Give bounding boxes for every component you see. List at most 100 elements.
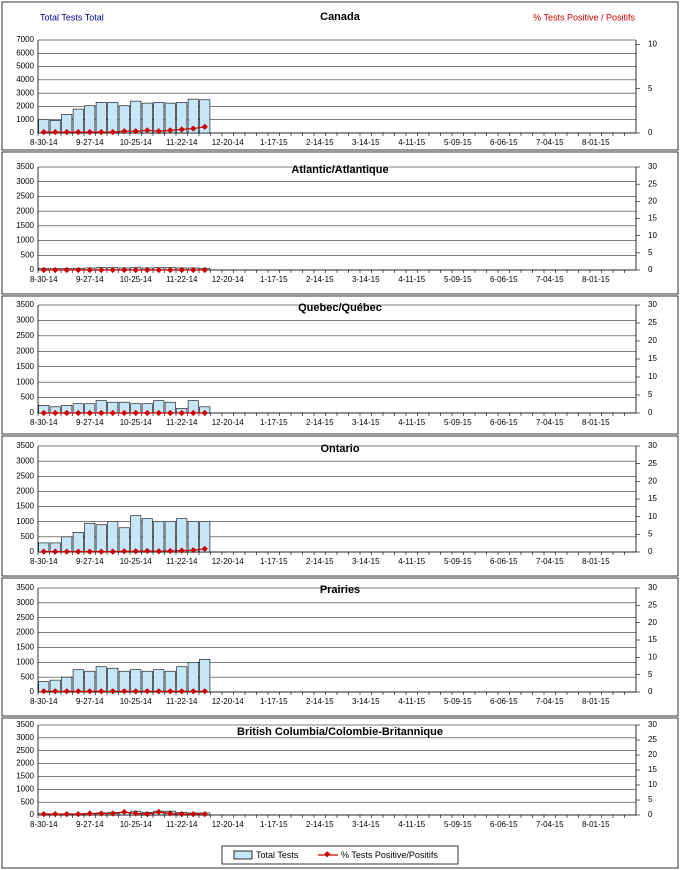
x-tick-label: 8-01-15 [582, 418, 610, 427]
y-tick-label: 0 [30, 408, 35, 417]
y2-tick-label: 25 [648, 600, 657, 609]
y-tick-label: 3000 [16, 598, 34, 607]
x-tick-label: 10-25-14 [120, 275, 153, 284]
y-tick-label: 3000 [16, 88, 34, 97]
y-tick-label: 3000 [16, 177, 34, 186]
legend-label: % Tests Positive/Positifs [341, 850, 438, 860]
y-tick-label: 0 [30, 810, 35, 819]
y-tick-label: 0 [30, 547, 35, 556]
x-tick-label: 2-14-15 [306, 418, 334, 427]
y-tick-label: 1500 [16, 502, 34, 511]
y2-tick-label: 20 [648, 618, 657, 627]
bar [107, 521, 119, 553]
x-tick-label: 4-11-15 [398, 275, 426, 284]
bar [95, 102, 107, 134]
x-tick-label: 1-17-15 [260, 275, 288, 284]
panel-frame [1, 435, 679, 577]
y-tick-label: 500 [21, 250, 35, 259]
y-tick-label: 2000 [16, 759, 34, 768]
y-tick-label: 5000 [16, 62, 34, 71]
y2-tick-label: 30 [648, 720, 657, 729]
marker [109, 688, 116, 695]
marker [75, 129, 82, 136]
x-tick-label: 12-20-14 [212, 418, 245, 427]
panel-frame [1, 295, 679, 435]
x-tick-label: 10-25-14 [120, 557, 153, 566]
bar [95, 524, 107, 553]
bar [187, 98, 199, 134]
y2-tick-label: 0 [648, 687, 653, 696]
panel-title: Prairies [320, 584, 360, 596]
panel-frame [1, 717, 679, 869]
y-tick-label: 3000 [16, 456, 34, 465]
x-tick-label: 5-09-15 [444, 275, 472, 284]
y2-tick-label: 5 [648, 84, 653, 93]
x-tick-label: 8-01-15 [582, 275, 610, 284]
legend [221, 845, 459, 865]
panel-title: Quebec/Québec [298, 302, 382, 314]
x-tick-label: 3-14-15 [352, 697, 380, 706]
y2-tick-label: 5 [648, 795, 653, 804]
x-tick-label: 7-04-15 [536, 697, 564, 706]
y-tick-label: 1000 [16, 236, 34, 245]
x-tick-label: 8-01-15 [582, 820, 610, 829]
x-tick-label: 4-11-15 [398, 418, 426, 427]
y-tick-label: 500 [21, 393, 35, 402]
marker [75, 688, 82, 695]
marker [178, 688, 185, 695]
panel-frame [1, 151, 679, 295]
x-tick-label: 7-04-15 [536, 557, 564, 566]
x-tick-label: 12-20-14 [212, 557, 245, 566]
marker [178, 810, 185, 818]
x-tick-label: 10-25-14 [120, 418, 153, 427]
marker [86, 688, 93, 695]
marker [98, 688, 105, 695]
panel-title: Atlantic/Atlantique [291, 164, 388, 176]
x-tick-label: 8-30-14 [30, 697, 58, 706]
x-tick-label: 3-14-15 [352, 820, 380, 829]
y2-tick-label: 25 [648, 179, 657, 188]
x-tick-label: 9-27-14 [76, 557, 104, 566]
x-tick-label: 1-17-15 [260, 138, 288, 147]
marker [40, 266, 47, 274]
bar [141, 518, 153, 553]
marker [98, 129, 105, 136]
marker [109, 129, 116, 136]
y2-tick-label: 15 [648, 214, 657, 223]
y-tick-label: 3500 [16, 583, 34, 592]
x-tick-label: 8-01-15 [582, 697, 610, 706]
x-tick-label: 1-17-15 [260, 557, 288, 566]
x-tick-label: 12-20-14 [212, 275, 245, 284]
y-tick-label: 3000 [16, 733, 34, 742]
bar [164, 521, 176, 553]
y2-tick-label: 30 [648, 162, 657, 171]
marker [121, 688, 128, 695]
y-tick-label: 3500 [16, 441, 34, 450]
bar [199, 99, 211, 134]
y2-tick-label: 0 [648, 547, 653, 556]
y2-tick-label: 25 [648, 459, 657, 468]
y2-tick-label: 10 [648, 372, 657, 381]
x-tick-label: 12-20-14 [212, 697, 245, 706]
y2-tick-label: 0 [648, 128, 653, 137]
x-tick-label: 7-04-15 [536, 138, 564, 147]
x-tick-label: 8-01-15 [582, 138, 610, 147]
x-tick-label: 2-14-15 [306, 275, 334, 284]
bar [84, 522, 96, 553]
y2-tick-label: 0 [648, 408, 653, 417]
x-tick-label: 7-04-15 [536, 275, 564, 284]
x-tick-label: 8-30-14 [30, 820, 58, 829]
x-tick-label: 7-04-15 [536, 820, 564, 829]
panel-title: Canada [320, 11, 361, 23]
y-tick-label: 1000 [16, 657, 34, 666]
y-tick-label: 2500 [16, 746, 34, 755]
y-tick-label: 1500 [16, 643, 34, 652]
marker [144, 127, 151, 134]
marker [132, 688, 139, 695]
x-tick-label: 5-09-15 [444, 418, 472, 427]
bar [130, 515, 142, 553]
y-tick-label: 3500 [16, 300, 34, 309]
marker [75, 266, 82, 274]
x-tick-label: 4-11-15 [398, 138, 426, 147]
